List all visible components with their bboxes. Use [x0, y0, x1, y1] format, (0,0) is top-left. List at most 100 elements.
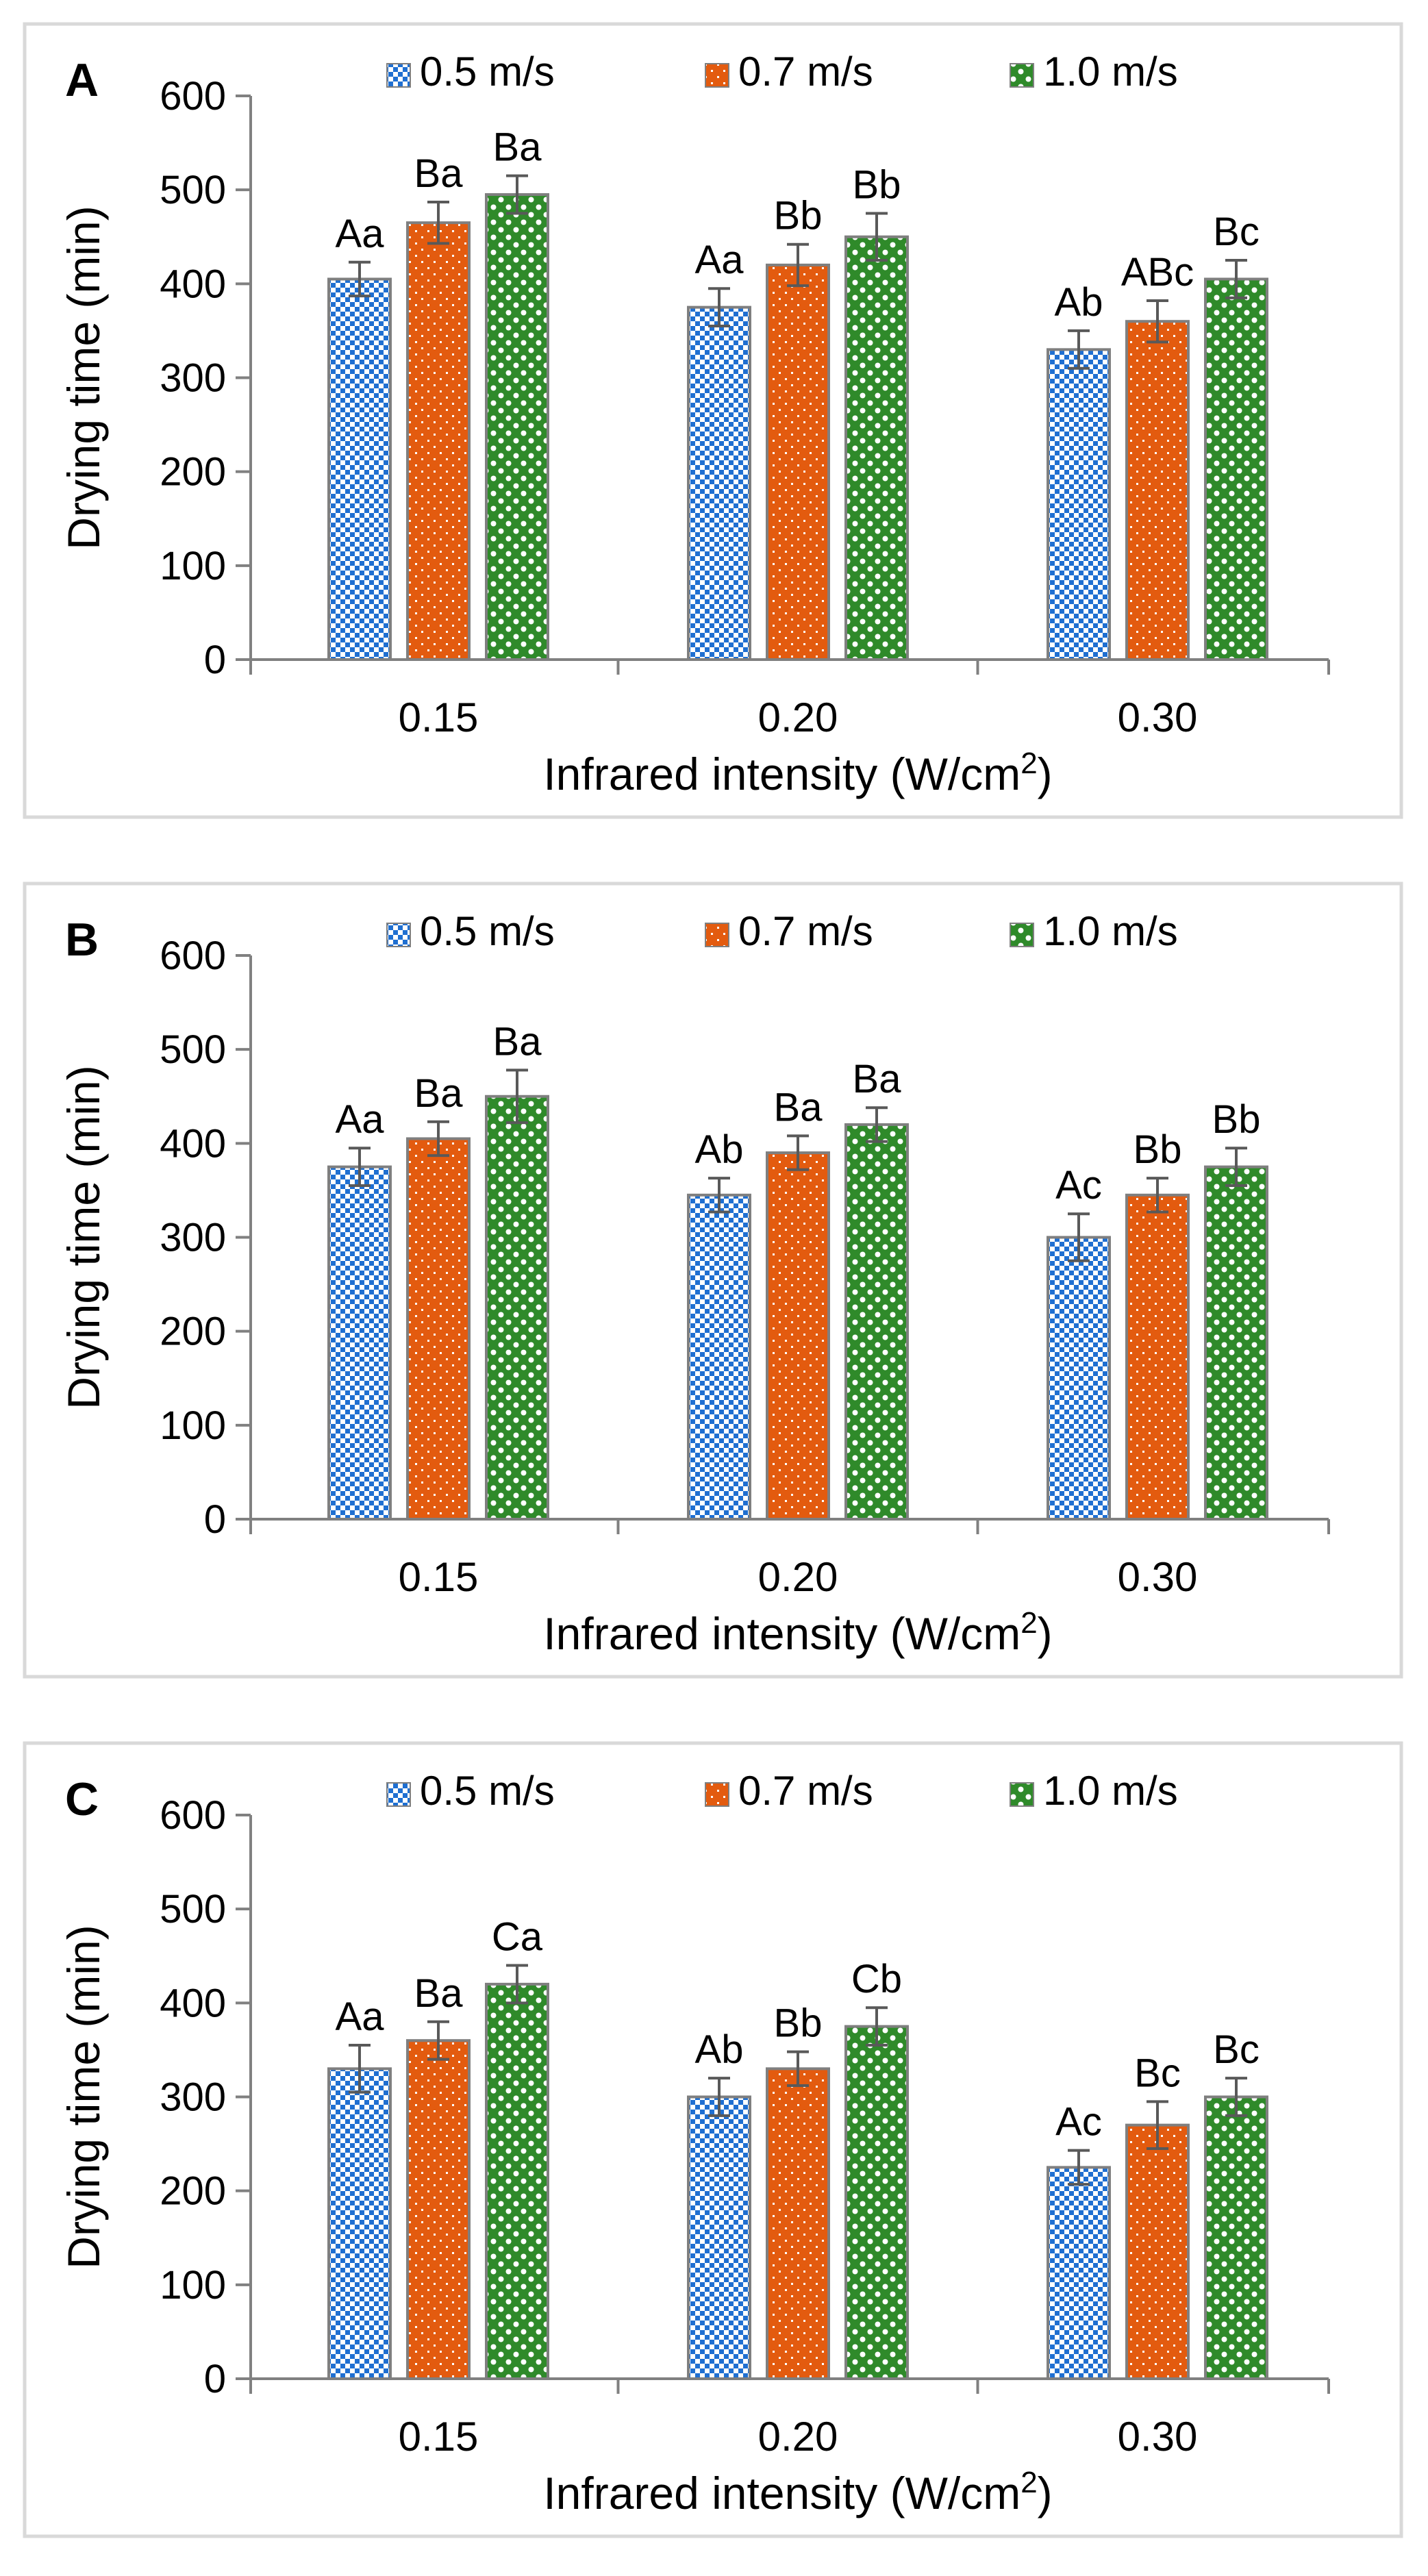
y-tick-label: 600: [160, 1793, 226, 1838]
chart-panel-b: B 0 100 200 300 400 500 600 0.15 0.20 0.30 Drying t…: [23, 881, 1403, 1679]
y-tick-label: 100: [160, 1403, 226, 1448]
bar: [485, 193, 549, 661]
legend-swatch: [1010, 923, 1034, 947]
legend-label: 0.7 m/s: [738, 49, 873, 95]
panel-frame: [23, 22, 1403, 819]
data-label: Bb: [774, 194, 823, 238]
data-label: Ac: [1055, 1163, 1102, 1208]
x-axis-title: Infrared intensity (W/cm2): [543, 2466, 1052, 2518]
data-label: Aa: [695, 238, 744, 282]
y-tick-label: 500: [160, 1027, 226, 1072]
data-label: Bc: [1213, 2027, 1260, 2072]
x-tick-label: 0.30: [1118, 1554, 1198, 1600]
data-label: Ab: [695, 2027, 744, 2072]
data-label: Ba: [414, 1971, 464, 2016]
y-tick-label: 0: [204, 2357, 226, 2401]
bar: [327, 277, 392, 662]
y-tick-label: 600: [160, 74, 226, 118]
data-label: Bb: [853, 162, 901, 207]
data-label: Aa: [336, 1994, 385, 2039]
legend-swatch: [386, 63, 411, 88]
bar: [1047, 2166, 1111, 2380]
legend-label: 0.5 m/s: [420, 908, 555, 954]
legend-label: 0.7 m/s: [738, 1768, 873, 1814]
bar: [687, 2095, 751, 2380]
y-tick-label: 200: [160, 1310, 226, 1354]
x-tick-label: 0.15: [399, 695, 479, 740]
legend-swatch: [705, 923, 729, 947]
bar: [687, 1193, 751, 1521]
bar: [766, 263, 830, 661]
data-label: Ba: [774, 1085, 823, 1129]
data-label: Ba: [493, 125, 542, 170]
bar: [1204, 2095, 1268, 2380]
x-tick-label: 0.20: [758, 2414, 838, 2460]
data-label: Bc: [1134, 2051, 1181, 2095]
panel-frame: [23, 881, 1403, 1679]
y-tick-label: 100: [160, 2263, 226, 2308]
bar: [485, 1982, 549, 2380]
data-label: Bb: [1133, 1127, 1182, 1172]
legend-swatch: [1010, 1782, 1034, 1807]
y-axis-title: Drying time (min): [58, 1925, 109, 2268]
legend-swatch: [1010, 63, 1034, 88]
legend-label: 0.5 m/s: [420, 49, 555, 95]
bar: [406, 1137, 471, 1521]
y-tick-label: 400: [160, 1121, 226, 1166]
y-tick-label: 300: [160, 1216, 226, 1260]
y-tick-label: 200: [160, 2169, 226, 2214]
bar: [327, 1165, 392, 1521]
legend-label: 0.7 m/s: [738, 908, 873, 954]
data-label: Ca: [492, 1914, 543, 1959]
legend-label: 1.0 m/s: [1043, 49, 1178, 95]
y-tick-label: 400: [160, 1981, 226, 2025]
legend-label: 0.5 m/s: [420, 1768, 555, 1814]
x-tick-label: 0.30: [1118, 695, 1198, 740]
data-label: Ac: [1055, 2100, 1102, 2144]
bar: [1047, 1236, 1111, 1521]
y-tick-label: 400: [160, 262, 226, 306]
x-tick-label: 0.15: [399, 1554, 479, 1600]
legend-swatch: [386, 1782, 411, 1807]
y-tick-label: 0: [204, 638, 226, 682]
legend-swatch: [705, 1782, 729, 1807]
x-axis-title: Infrared intensity (W/cm2): [543, 1606, 1052, 1659]
x-tick-label: 0.30: [1118, 2414, 1198, 2460]
bar: [406, 221, 471, 661]
data-label: Ab: [1055, 280, 1103, 325]
bar: [844, 2025, 909, 2380]
data-label: Aa: [336, 1097, 385, 1142]
y-tick-label: 100: [160, 544, 226, 588]
bar: [406, 2039, 471, 2380]
bar: [1047, 348, 1111, 661]
data-label: Bb: [774, 2001, 823, 2046]
bar: [766, 1151, 830, 1521]
x-tick-label: 0.15: [399, 2414, 479, 2460]
data-label: Cb: [851, 1957, 902, 2001]
bar: [844, 1123, 909, 1521]
chart-panel-c: C 0 100 200 300 400 500 600 0.15 0.20 0.30 Drying t…: [23, 1741, 1403, 2538]
bar: [1125, 1193, 1190, 1521]
bar: [766, 2067, 830, 2381]
data-label: Aa: [336, 212, 385, 256]
y-tick-label: 300: [160, 356, 226, 401]
data-label: Bb: [1212, 1097, 1261, 1142]
panel-label: B: [65, 914, 99, 966]
data-label: Ba: [414, 151, 464, 196]
y-tick-label: 500: [160, 1887, 226, 1931]
y-axis-title: Drying time (min): [58, 205, 109, 549]
bar: [1204, 277, 1268, 662]
x-tick-label: 0.20: [758, 1554, 838, 1600]
panel-frame: [23, 1741, 1403, 2538]
legend-swatch: [705, 63, 729, 88]
chart-panel-a: A 0 100 200 300 400 500 600 0.15 0.20 0.30 Drying t…: [23, 22, 1403, 819]
bar: [1125, 2123, 1190, 2380]
y-tick-label: 600: [160, 934, 226, 978]
panel-label: A: [65, 54, 99, 106]
data-label: Ba: [853, 1057, 902, 1101]
y-tick-label: 500: [160, 168, 226, 212]
bar: [327, 2067, 392, 2381]
bar: [844, 235, 909, 661]
legend-label: 1.0 m/s: [1043, 1768, 1178, 1814]
